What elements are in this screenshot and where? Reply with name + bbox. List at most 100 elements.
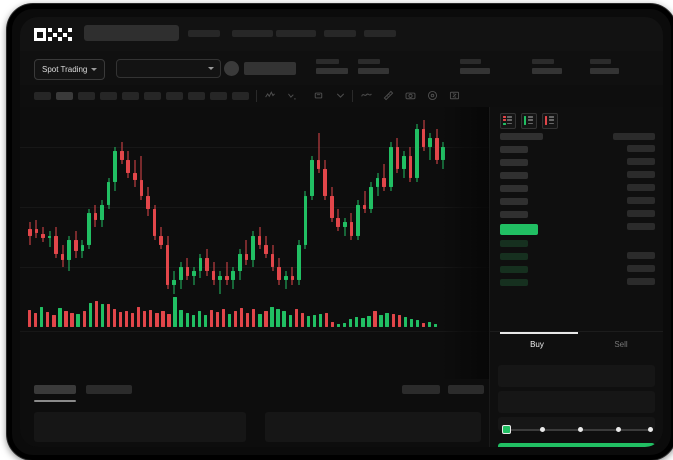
volume-bar <box>40 307 44 327</box>
orderbook-display-modes <box>500 113 558 129</box>
slider-stop-75[interactable] <box>616 427 621 432</box>
orderbook-ask-row[interactable] <box>500 198 528 205</box>
order-price-field[interactable] <box>498 365 655 387</box>
bottom-panel-left[interactable] <box>34 412 246 442</box>
compare-icon[interactable] <box>312 89 325 102</box>
ticker-stat-label <box>358 59 380 64</box>
nav-item-earn[interactable] <box>276 30 316 37</box>
chart-tab-1[interactable] <box>34 385 76 394</box>
candle-body <box>146 195 150 209</box>
candle-body <box>172 280 177 285</box>
ticker-stat-4 <box>532 59 562 74</box>
nav-item-more[interactable] <box>324 30 356 37</box>
chevron-down-icon[interactable] <box>334 89 347 102</box>
candle <box>172 111 177 307</box>
wave-line-icon[interactable] <box>360 89 373 102</box>
global-search-input[interactable] <box>84 25 179 41</box>
candle <box>159 111 163 307</box>
tab-sell[interactable]: Sell <box>614 340 628 349</box>
volume-bar <box>421 323 426 327</box>
trading-pair-select[interactable] <box>116 59 221 78</box>
orderbook-bid-row[interactable] <box>500 240 528 247</box>
order-total-field[interactable] <box>498 417 655 431</box>
orderbook-mode-asks-icon[interactable] <box>542 113 558 129</box>
ticker-stat-label <box>532 59 554 64</box>
orderbook-rows[interactable] <box>490 133 663 323</box>
orderbook-bid-row[interactable] <box>500 253 528 260</box>
candle <box>336 111 341 307</box>
volume-bar <box>58 308 62 327</box>
volume-bar <box>46 312 50 327</box>
nav-item-markets[interactable] <box>232 30 273 37</box>
percent-slider[interactable] <box>502 425 653 435</box>
bottom-panel-right[interactable] <box>265 412 481 442</box>
orderbook-ask-price <box>627 171 655 178</box>
candle-body <box>362 204 367 209</box>
candle-body <box>205 258 209 272</box>
candle-body <box>93 213 98 221</box>
slider-stop-100[interactable] <box>648 427 653 432</box>
orderbook-bid-row[interactable] <box>500 266 528 273</box>
timeframe-button-2[interactable] <box>56 92 73 100</box>
indicators-icon[interactable] <box>264 89 277 102</box>
timeframe-button-1[interactable] <box>34 92 51 100</box>
orderbook-ask-row[interactable] <box>500 211 528 218</box>
orderbook-ask-row[interactable] <box>500 172 528 179</box>
ticker-stat-value <box>316 68 348 74</box>
volume-bar <box>28 310 32 327</box>
volume-bar <box>88 302 92 327</box>
active-tab-underline <box>500 332 578 334</box>
timeframe-button-3[interactable] <box>78 92 95 100</box>
tab-buy[interactable]: Buy <box>530 340 544 349</box>
candle <box>133 111 137 307</box>
slider-handle[interactable] <box>502 425 511 434</box>
ticker-stat-value <box>460 68 490 74</box>
orderbook-bid-row[interactable] <box>500 279 528 286</box>
submit-buy-button[interactable] <box>498 443 655 447</box>
target-icon[interactable] <box>426 89 439 102</box>
volume-bar <box>173 297 177 327</box>
nav-item-account[interactable] <box>364 30 396 37</box>
timeframe-button-7[interactable] <box>166 92 183 100</box>
spot-trading-dropdown[interactable]: Spot Trading <box>34 59 106 80</box>
bottom-info-panels <box>20 407 490 447</box>
chart-type-icon[interactable] <box>286 89 299 102</box>
ruler-icon[interactable] <box>382 89 395 102</box>
candle-body <box>159 235 163 245</box>
orderbook-mode-both-icon[interactable] <box>500 113 516 129</box>
volume-bar <box>427 322 432 327</box>
orderbook-ask-row[interactable] <box>500 146 528 153</box>
ticker-stat-1 <box>316 59 348 74</box>
timeframe-button-5[interactable] <box>122 92 139 100</box>
chart-tab-action-1[interactable] <box>402 385 440 394</box>
timeframe-button-8[interactable] <box>188 92 205 100</box>
order-amount-field[interactable] <box>498 391 655 413</box>
timeframe-button-4[interactable] <box>100 92 117 100</box>
candle-body <box>126 160 131 174</box>
chart-tab-action-2[interactable] <box>448 385 484 394</box>
price-chart-panel[interactable] <box>20 107 490 379</box>
orderbook-col-header-price <box>613 133 655 140</box>
orderbook-mode-bids-icon[interactable] <box>521 113 537 129</box>
candle-body <box>441 146 446 160</box>
chart-tab-2[interactable] <box>86 385 132 394</box>
candle-body <box>336 217 341 227</box>
slider-stop-25[interactable] <box>540 427 545 432</box>
candle-body <box>395 146 400 169</box>
orderbook-ask-row[interactable] <box>500 185 528 192</box>
volume-bar <box>270 307 274 327</box>
candle-body <box>369 186 373 209</box>
volume-bar <box>70 312 74 327</box>
candle <box>415 111 419 307</box>
camera-icon[interactable] <box>404 89 417 102</box>
okx-logo-icon[interactable] <box>34 28 74 41</box>
slider-stop-50[interactable] <box>578 427 583 432</box>
timeframe-button-10[interactable] <box>232 92 249 100</box>
timeframe-button-6[interactable] <box>144 92 161 100</box>
fullscreen-icon[interactable] <box>448 89 461 102</box>
timeframe-button-9[interactable] <box>210 92 227 100</box>
orderbook-ask-row[interactable] <box>500 159 528 166</box>
nav-item-trade[interactable] <box>188 30 220 37</box>
candle <box>106 111 111 307</box>
